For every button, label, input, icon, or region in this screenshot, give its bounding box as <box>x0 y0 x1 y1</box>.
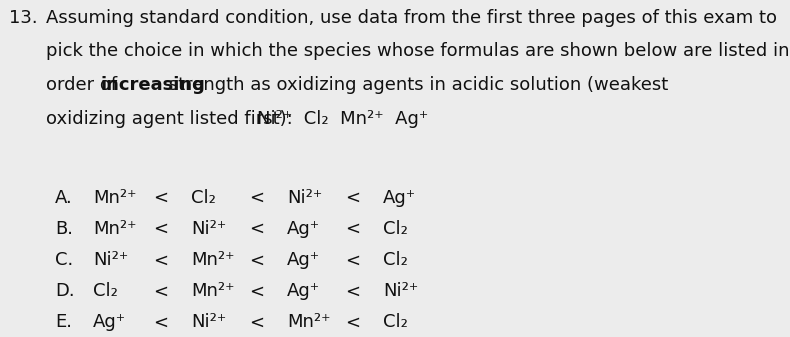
Text: C.: C. <box>55 251 73 269</box>
Text: Ni²⁺: Ni²⁺ <box>191 313 226 332</box>
Text: <: < <box>153 313 168 332</box>
Text: <: < <box>345 313 360 332</box>
Text: 13.: 13. <box>9 9 37 27</box>
Text: <: < <box>153 251 168 269</box>
Text: Ni²⁺: Ni²⁺ <box>383 282 418 300</box>
Text: Cl₂: Cl₂ <box>383 220 408 238</box>
Text: Ag⁺: Ag⁺ <box>287 282 320 300</box>
Text: <: < <box>249 189 264 207</box>
Text: increasing: increasing <box>100 76 205 94</box>
Text: Mn²⁺: Mn²⁺ <box>93 220 137 238</box>
Text: Ni²⁺: Ni²⁺ <box>191 220 226 238</box>
Text: order of: order of <box>46 76 123 94</box>
Text: <: < <box>345 251 360 269</box>
Text: <: < <box>249 220 264 238</box>
Text: Ni²⁺: Ni²⁺ <box>287 189 322 207</box>
Text: Mn²⁺: Mn²⁺ <box>287 313 330 332</box>
Text: A.: A. <box>55 189 73 207</box>
Text: <: < <box>153 189 168 207</box>
Text: Cl₂: Cl₂ <box>383 313 408 332</box>
Text: pick the choice in which the species whose formulas are shown below are listed i: pick the choice in which the species who… <box>46 42 789 60</box>
Text: E.: E. <box>55 313 72 332</box>
Text: <: < <box>345 220 360 238</box>
Text: <: < <box>249 251 264 269</box>
Text: D.: D. <box>55 282 75 300</box>
Text: Ag⁺: Ag⁺ <box>287 251 320 269</box>
Text: Mn²⁺: Mn²⁺ <box>93 189 137 207</box>
Text: Ag⁺: Ag⁺ <box>287 220 320 238</box>
Text: Ag⁺: Ag⁺ <box>383 189 416 207</box>
Text: <: < <box>345 282 360 300</box>
Text: Cl₂: Cl₂ <box>383 251 408 269</box>
Text: <: < <box>153 220 168 238</box>
Text: <: < <box>153 282 168 300</box>
Text: strength as oxidizing agents in acidic solution (weakest: strength as oxidizing agents in acidic s… <box>164 76 668 94</box>
Text: <: < <box>249 313 264 332</box>
Text: Ag⁺: Ag⁺ <box>93 313 126 332</box>
Text: <: < <box>249 282 264 300</box>
Text: Mn²⁺: Mn²⁺ <box>191 251 235 269</box>
Text: B.: B. <box>55 220 73 238</box>
Text: Cl₂: Cl₂ <box>191 189 216 207</box>
Text: Cl₂: Cl₂ <box>93 282 118 300</box>
Text: oxidizing agent listed first):: oxidizing agent listed first): <box>46 110 304 128</box>
Text: Assuming standard condition, use data from the first three pages of this exam to: Assuming standard condition, use data fr… <box>46 9 777 27</box>
Text: <: < <box>345 189 360 207</box>
Text: Mn²⁺: Mn²⁺ <box>191 282 235 300</box>
Text: Ni²⁺  Cl₂  Mn²⁺  Ag⁺: Ni²⁺ Cl₂ Mn²⁺ Ag⁺ <box>257 110 428 128</box>
Text: Ni²⁺: Ni²⁺ <box>93 251 128 269</box>
